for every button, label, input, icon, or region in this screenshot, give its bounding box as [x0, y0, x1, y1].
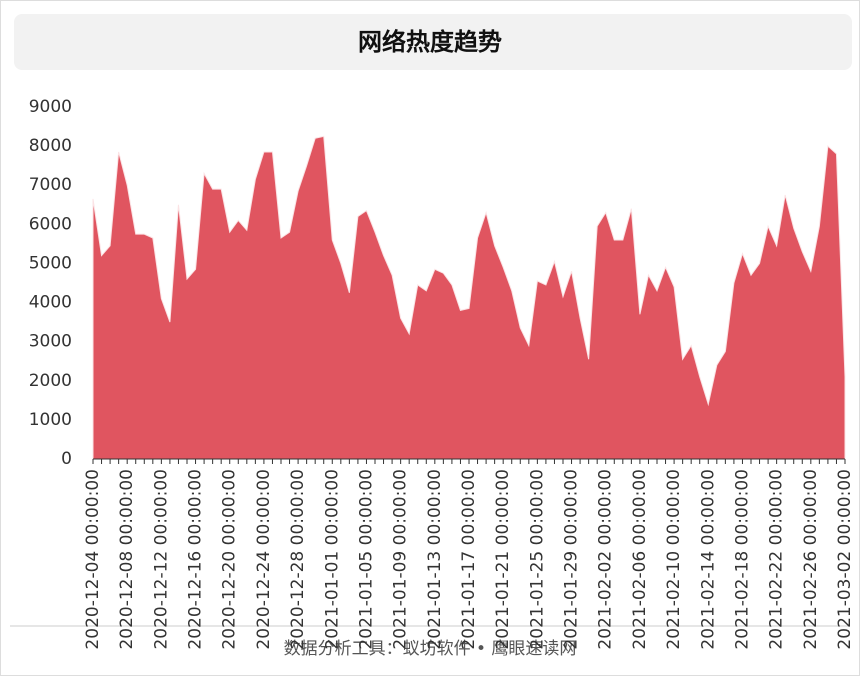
y-tick-label: 8000	[29, 136, 72, 156]
x-tick-label: 2021-01-05 00:00:00	[356, 469, 376, 650]
x-tick-label: 2021-01-13 00:00:00	[425, 469, 445, 650]
y-tick-label: 6000	[29, 214, 72, 234]
y-tick-label: 9000	[29, 97, 72, 117]
title-box	[14, 14, 852, 70]
x-tick-label: 2020-12-12 00:00:00	[151, 469, 171, 650]
y-tick-label: 2000	[29, 371, 72, 391]
x-tick-label: 2020-12-08 00:00:00	[117, 469, 137, 650]
chart-title: 网络热度趋势	[358, 28, 502, 56]
x-tick-label: 2021-01-21 00:00:00	[493, 469, 513, 650]
y-tick-label: 3000	[29, 332, 72, 352]
x-tick-label: 2021-02-18 00:00:00	[732, 469, 752, 650]
x-tick-label: 2020-12-28 00:00:00	[288, 469, 308, 650]
y-tick-label: 1000	[29, 410, 72, 430]
footer: 数据分析工具：蚁坊软件 • 鹰眼速读网	[284, 639, 577, 659]
x-tick-label: 2021-02-14 00:00:00	[698, 469, 718, 650]
x-tick-label: 2021-02-02 00:00:00	[596, 469, 616, 650]
x-tick-label: 2021-01-25 00:00:00	[527, 469, 547, 650]
y-tick-label: 4000	[29, 293, 72, 313]
x-tick-label: 2021-01-17 00:00:00	[459, 469, 479, 650]
x-tick-label: 2021-02-22 00:00:00	[767, 469, 787, 650]
x-tick-label: 2021-02-10 00:00:00	[664, 469, 684, 650]
x-tick-label: 2020-12-24 00:00:00	[254, 469, 274, 650]
x-tick-label: 2021-02-06 00:00:00	[630, 469, 650, 650]
x-tick-label: 2021-03-02 00:00:00	[835, 469, 855, 650]
x-tick-label: 2020-12-20 00:00:00	[220, 469, 240, 650]
y-tick-label: 0	[61, 449, 72, 469]
x-tick-label: 2021-01-29 00:00:00	[562, 469, 582, 650]
x-tick-label: 2021-02-26 00:00:00	[801, 469, 821, 650]
y-tick-label: 7000	[29, 175, 72, 195]
x-tick-label: 2021-01-01 00:00:00	[322, 469, 342, 650]
x-tick-label: 2020-12-04 00:00:00	[83, 469, 103, 650]
x-tick-label: 2020-12-16 00:00:00	[186, 469, 206, 650]
y-tick-label: 5000	[29, 253, 72, 273]
x-tick-label: 2021-01-09 00:00:00	[391, 469, 411, 650]
area	[92, 135, 846, 460]
